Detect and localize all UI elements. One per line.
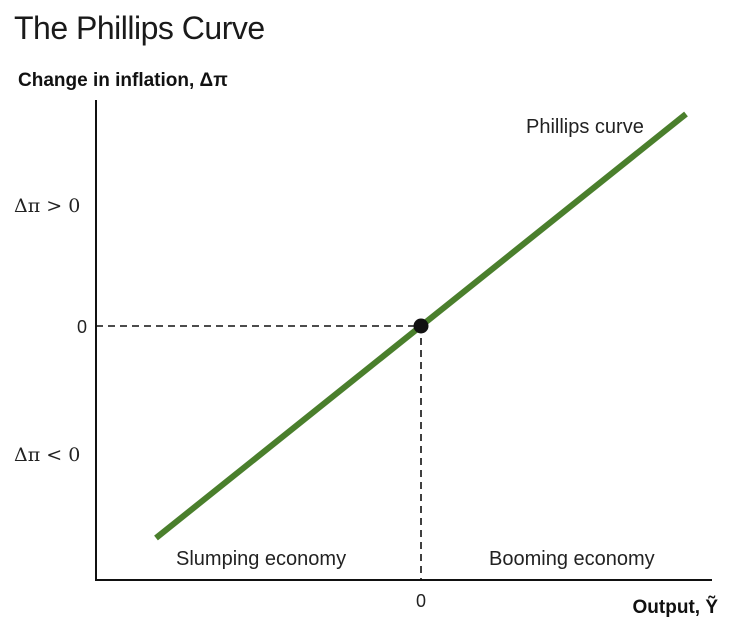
y-tick-label-negative: Δπ < 0 bbox=[14, 444, 80, 466]
slumping-economy-label: Slumping economy bbox=[176, 548, 346, 570]
x-axis-label: Output, Ỹ bbox=[633, 596, 719, 618]
x-tick-label-zero: 0 bbox=[416, 591, 426, 611]
booming-economy-label: Booming economy bbox=[489, 548, 655, 570]
phillips-curve-label: Phillips curve bbox=[526, 116, 644, 138]
chart-title: The Phillips Curve bbox=[14, 10, 265, 46]
y-tick-label-positive: Δπ > 0 bbox=[14, 195, 80, 217]
y-tick-label-zero: 0 bbox=[77, 317, 87, 337]
y-axis-label: Change in inflation, Δπ bbox=[18, 70, 228, 91]
equilibrium-point bbox=[413, 318, 429, 334]
